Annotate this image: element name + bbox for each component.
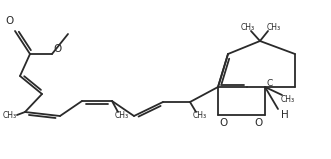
Text: O: O [6, 16, 14, 26]
Text: CH₃: CH₃ [193, 111, 207, 120]
Text: C: C [267, 79, 273, 87]
Text: H: H [281, 110, 289, 120]
Text: CH₃: CH₃ [267, 23, 281, 31]
Text: O: O [54, 44, 62, 54]
Text: CH₃: CH₃ [115, 111, 129, 120]
Text: CH₃: CH₃ [3, 111, 17, 121]
Text: CH₃: CH₃ [281, 94, 295, 104]
Text: O: O [255, 118, 263, 128]
Text: O: O [220, 118, 228, 128]
Text: CH₃: CH₃ [241, 23, 255, 31]
